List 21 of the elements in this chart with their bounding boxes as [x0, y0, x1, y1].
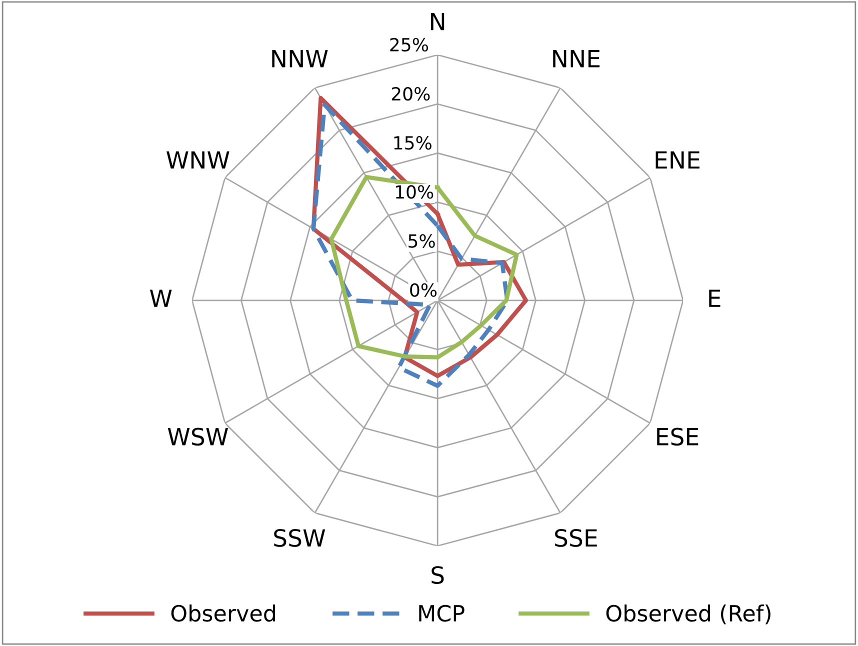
spoke-label: NNW [272, 50, 328, 68]
spoke-label: S [432, 566, 444, 584]
legend-label: Observed (Ref) [606, 604, 770, 624]
spoke-label: W [150, 290, 172, 307]
y-tick-label: 10% [396, 185, 434, 199]
spoke-label: WSW [168, 428, 228, 446]
spoke-label: NNE [553, 50, 600, 68]
legend-label: Observed [171, 604, 275, 622]
legend-label: MCP [419, 604, 464, 622]
y-tick-label: 0% [410, 283, 437, 297]
y-tick-label: 15% [394, 136, 432, 150]
spoke-label: E [709, 290, 720, 307]
y-tick-label: 25% [390, 38, 428, 52]
spoke-label: SSE [555, 529, 597, 547]
y-tick-label: 20% [392, 86, 430, 101]
spoke-label: WNW [166, 151, 230, 169]
y-tick-label: 5% [408, 234, 435, 248]
spoke-label: ESE [657, 428, 698, 446]
spoke-label: ENE [656, 151, 700, 169]
spoke-label: SSW [274, 529, 326, 547]
spoke-label: N [431, 12, 444, 30]
